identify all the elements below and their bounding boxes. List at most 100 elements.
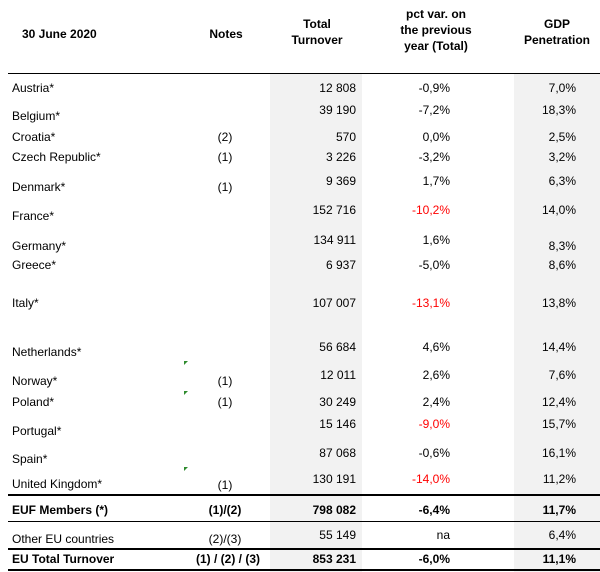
country-turnover: 12 011 [320, 368, 356, 382]
country-name: Poland* [12, 395, 55, 409]
country-turnover: 56 684 [319, 340, 356, 354]
table-row: Belgium* 39 190 -7,2% 18,3% [0, 102, 600, 123]
other-eu-notes: (2)/(3) [208, 532, 242, 546]
euf-bottom-rule [8, 521, 600, 522]
eu-total-pct-var: -6,0% [418, 552, 450, 566]
country-turnover: 107 007 [312, 296, 356, 310]
table-row: United Kingdom* (1) 130 191 -14,0% 11,2% [0, 471, 600, 492]
country-pct-var: -14,0% [411, 472, 450, 486]
country-gdp: 11,2% [542, 472, 576, 486]
country-turnover: 39 190 [319, 103, 356, 117]
green-marker-icon [184, 391, 188, 395]
country-pct-var: -3,2% [418, 150, 450, 164]
country-pct-var: -5,0% [418, 258, 450, 272]
country-name: Italy* [12, 296, 39, 310]
country-name: Germany* [12, 239, 67, 253]
country-turnover: 152 716 [312, 203, 356, 217]
country-gdp: 8,3% [548, 239, 576, 253]
table-row: Germany* 134 911 1,6% 8,3% [0, 232, 600, 253]
country-name: Austria* [12, 81, 55, 95]
header-total-turnover: Total Turnover [272, 16, 362, 48]
euf-members-notes: (1)/(2) [208, 503, 242, 517]
country-turnover: 3 226 [325, 150, 356, 164]
country-pct-var: -9,0% [418, 417, 450, 431]
header-pct-var-line1: pct var. on [405, 7, 467, 21]
header-rule [8, 73, 600, 74]
country-gdp: 3,2% [548, 150, 576, 164]
green-marker-icon [184, 361, 188, 365]
country-turnover: 9 369 [325, 174, 356, 188]
country-name: United Kingdom* [12, 477, 103, 491]
euf-members-row: EUF Members (*) (1)/(2) 798 082 -6,4% 11… [0, 502, 600, 518]
country-pct-var: 2,6% [422, 368, 450, 382]
table-row: Spain* 87 068 -0,6% 16,1% [0, 445, 600, 466]
country-pct-var: -13,1% [411, 296, 450, 310]
country-turnover: 134 911 [313, 233, 357, 247]
other-eu-turnover: 55 149 [319, 528, 356, 542]
table-row: Austria* 12 808 -0,9% 7,0% [0, 80, 600, 96]
country-turnover: 6 937 [325, 258, 356, 272]
country-name: Spain* [12, 452, 48, 466]
country-gdp: 15,7% [541, 417, 576, 431]
country-pct-var: -0,6% [418, 446, 450, 460]
country-turnover: 87 068 [319, 446, 356, 460]
header-notes: Notes [209, 27, 243, 41]
country-name: Belgium* [12, 109, 61, 123]
country-turnover: 130 191 [312, 472, 356, 486]
country-notes: (1) [217, 395, 233, 409]
country-gdp: 7,6% [548, 368, 576, 382]
header-gdp-line2: Penetration [523, 33, 590, 47]
country-gdp: 16,1% [541, 446, 576, 460]
country-notes: (1) [217, 150, 233, 164]
header-gdp-line1: GDP [543, 17, 570, 31]
country-gdp: 18,3% [541, 103, 576, 117]
country-name: Croatia* [12, 130, 56, 144]
gdp-column-shade [514, 74, 600, 572]
country-gdp: 2,5% [548, 130, 576, 144]
header-gdp-penetration: GDP Penetration [512, 16, 600, 48]
country-turnover: 15 146 [319, 417, 356, 431]
table-row: France* 152 716 -10,2% 14,0% [0, 202, 600, 223]
total-bottom-rule [8, 569, 600, 571]
euf-top-rule [8, 494, 600, 496]
country-gdp: 7,0% [548, 81, 576, 95]
other-eu-row: Other EU countries (2)/(3) 55 149 na 6,4… [0, 527, 600, 546]
country-gdp: 8,6% [548, 258, 576, 272]
country-gdp: 13,8% [541, 296, 576, 310]
euf-members-gdp: 11,7% [542, 503, 576, 517]
country-pct-var: 1,6% [422, 233, 450, 247]
turnover-column-shade [270, 74, 362, 572]
eu-total-notes: (1) / (2) / (3) [195, 552, 260, 566]
country-gdp: 6,3% [548, 174, 576, 188]
country-notes: (2) [217, 130, 233, 144]
country-pct-var: -10,2% [411, 203, 450, 217]
table-row: Croatia* (2) 570 0,0% 2,5% [0, 129, 600, 145]
country-pct-var: -0,9% [418, 81, 450, 95]
country-gdp: 14,4% [541, 340, 576, 354]
country-pct-var: 4,6% [422, 340, 450, 354]
header-pct-var-line2: the previous [400, 23, 472, 37]
header-total-turnover-line2: Turnover [291, 33, 343, 47]
country-notes: (1) [217, 478, 233, 492]
green-marker-icon [184, 467, 188, 471]
table-row: Greece* 6 937 -5,0% 8,6% [0, 257, 600, 273]
eu-total-row: EU Total Turnover (1) / (2) / (3) 853 23… [0, 551, 600, 567]
other-eu-pct-var: na [436, 528, 450, 542]
table-row: Czech Republic* (1) 3 226 -3,2% 3,2% [0, 149, 600, 165]
table-row: Italy* 107 007 -13,1% 13,8% [0, 295, 600, 311]
table-row: Denmark* (1) 9 369 1,7% 6,3% [0, 173, 600, 194]
country-name: Denmark* [12, 180, 66, 194]
country-pct-var: -7,2% [418, 103, 450, 117]
country-notes: (1) [217, 180, 233, 194]
country-turnover: 12 808 [319, 81, 356, 95]
country-name: Netherlands* [12, 345, 82, 359]
header-date: 30 June 2020 [22, 27, 97, 41]
header-pct-var-line3: year (Total) [404, 39, 468, 53]
country-gdp: 14,0% [541, 203, 576, 217]
euf-members-pct-var: -6,4% [418, 503, 450, 517]
country-pct-var: 0,0% [422, 130, 450, 144]
eu-total-gdp: 11,1% [542, 552, 576, 566]
header-pct-var: pct var. on the previous year (Total) [380, 6, 492, 54]
country-name: Greece* [12, 258, 57, 272]
table-row: Poland* (1) 30 249 2,4% 12,4% [0, 394, 600, 410]
